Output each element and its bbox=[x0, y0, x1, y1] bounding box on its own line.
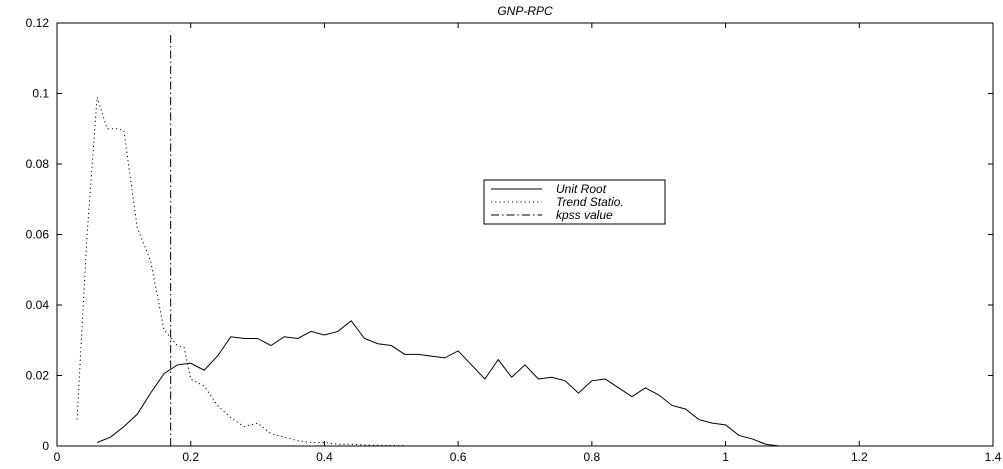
y-tick-label: 0 bbox=[42, 439, 49, 453]
x-tick-label: 1 bbox=[722, 450, 729, 464]
y-tick-label: 0.12 bbox=[26, 16, 50, 30]
legend-box bbox=[483, 179, 666, 225]
x-tick-label: 0.8 bbox=[584, 450, 601, 464]
series-line-unit-root bbox=[96, 320, 780, 447]
x-tick-label: 0.6 bbox=[450, 450, 467, 464]
chart-title: GNP-RPC bbox=[497, 4, 553, 18]
tick-labels: 0 0.2 0.4 0.6 0.8 1 1.2 1.4 0 0.02 0.04 0.06 0.08 0.1… bbox=[26, 16, 1002, 464]
legend-label-unit-root: Unit Root bbox=[556, 182, 607, 196]
x-tick-label: 0.2 bbox=[182, 450, 199, 464]
y-tick-label: 0.04 bbox=[26, 298, 50, 312]
y-tick-label: 0.1 bbox=[32, 87, 49, 101]
y-tick-label: 0.08 bbox=[26, 157, 50, 171]
axis-ticks bbox=[56, 22, 994, 447]
series-line-trend-statio bbox=[76, 96, 405, 447]
y-tick-label: 0.02 bbox=[26, 369, 50, 383]
series-layer bbox=[76, 31, 780, 447]
y-tick-label: 0.06 bbox=[26, 228, 50, 242]
x-tick-label: 1.2 bbox=[851, 450, 868, 464]
legend-label-kpss-value: kpss value bbox=[556, 208, 613, 222]
plot-frame bbox=[56, 22, 994, 447]
legend-label-trend-statio: Trend Statio. bbox=[556, 195, 624, 209]
x-tick-label: 0 bbox=[54, 450, 61, 464]
x-tick-label: 0.4 bbox=[316, 450, 333, 464]
x-tick-label: 1.4 bbox=[985, 450, 1002, 464]
